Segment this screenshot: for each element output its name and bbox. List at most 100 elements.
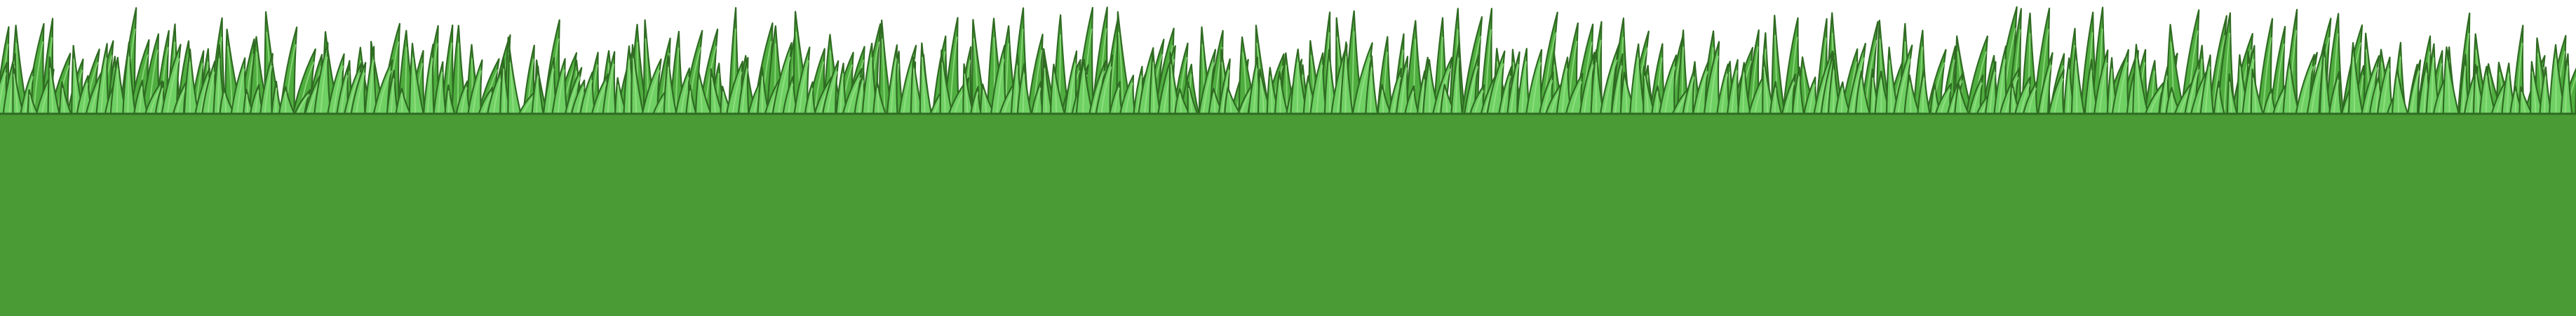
grass-blade bbox=[630, 44, 645, 117]
grass-blade bbox=[919, 42, 933, 117]
grass-blade-highlight bbox=[1492, 63, 1504, 113]
grass-blade-highlight bbox=[1785, 81, 1795, 113]
grass-blade bbox=[709, 68, 724, 117]
grass-blade-highlight bbox=[2187, 69, 2200, 113]
grass-blade bbox=[1340, 41, 1354, 117]
grass-blade-highlight bbox=[149, 87, 162, 113]
grass-blade-highlight bbox=[2544, 76, 2547, 113]
grass-blade-highlight bbox=[297, 94, 310, 113]
grass-blade-highlight bbox=[1053, 74, 1058, 113]
grass-blade-highlight bbox=[426, 58, 433, 113]
grass-blade-highlight bbox=[1202, 62, 1215, 113]
grass-blade-highlight bbox=[877, 88, 879, 113]
grass-blade-highlight bbox=[847, 77, 861, 113]
grass-blade-highlight bbox=[227, 46, 234, 113]
grass-blade-highlight bbox=[2075, 60, 2078, 113]
grass-blade bbox=[2047, 69, 2065, 117]
grass-blade-highlight bbox=[2041, 65, 2052, 113]
grass-blade bbox=[2347, 41, 2364, 117]
grass-blade-highlight bbox=[2475, 74, 2479, 113]
grass-blade-highlight bbox=[536, 75, 539, 113]
grass-blade-highlight bbox=[1614, 65, 1623, 113]
grass-blade-highlight bbox=[1044, 67, 1047, 113]
grass-blade-highlight bbox=[1763, 67, 1769, 113]
grass-blade-highlight bbox=[732, 71, 743, 113]
grass-blade-highlight bbox=[1344, 55, 1347, 113]
grass-blade bbox=[1506, 51, 1520, 117]
grass-blade-highlight bbox=[2028, 88, 2037, 113]
grass-blade-highlight bbox=[255, 90, 259, 113]
grass-blade-highlight bbox=[264, 65, 273, 113]
grass-blade-highlight bbox=[941, 62, 946, 113]
grass-blade-highlight bbox=[1187, 88, 1193, 113]
grass-blade-highlight bbox=[138, 86, 143, 113]
grass-blade bbox=[1187, 81, 1199, 117]
grass-blade-highlight bbox=[2136, 58, 2140, 113]
grass-blade-highlight bbox=[2067, 69, 2070, 113]
grass-blade bbox=[939, 49, 954, 117]
grass-blade-highlight bbox=[2410, 70, 2420, 113]
grass-blade-highlight bbox=[778, 56, 791, 113]
grass-blade-highlight bbox=[73, 58, 77, 113]
grass-blade bbox=[259, 53, 274, 117]
grass-blade bbox=[2199, 54, 2215, 117]
grass-blade-highlight bbox=[1170, 64, 1175, 113]
grass-blade-highlight bbox=[49, 67, 54, 113]
grass-blade-highlight bbox=[2382, 68, 2390, 113]
grass-blade-highlight bbox=[509, 62, 514, 113]
grass-blade-highlight bbox=[1179, 93, 1182, 113]
grass-blade-highlight bbox=[1260, 77, 1265, 113]
grass-blade-highlight bbox=[390, 79, 395, 113]
grass-blade-highlight bbox=[127, 56, 130, 113]
grass-blade-highlight bbox=[1400, 67, 1408, 113]
grass-blade-highlight bbox=[576, 86, 585, 113]
grass-blade-highlight bbox=[447, 90, 450, 113]
grass-blade bbox=[962, 63, 975, 117]
grass-blade-highlight bbox=[632, 58, 638, 113]
grass-blade-highlight bbox=[1603, 59, 1618, 113]
grass-blade bbox=[602, 51, 616, 117]
grass-blade-highlight bbox=[2267, 93, 2272, 113]
grass-blade-highlight bbox=[2262, 37, 2272, 113]
grass-blade-highlight bbox=[29, 94, 33, 113]
grass-blade-highlight bbox=[1092, 70, 1105, 113]
dirt-ground bbox=[0, 114, 2576, 316]
grass-blade-highlight bbox=[100, 57, 107, 113]
grass-blade-highlight bbox=[2375, 84, 2380, 113]
grass-blade-highlight bbox=[881, 38, 886, 113]
grass-blade bbox=[1525, 48, 1543, 117]
grass-blade-highlight bbox=[159, 88, 164, 113]
grass-blade-highlight bbox=[1774, 88, 1776, 113]
grass-blade-highlight bbox=[1357, 56, 1372, 113]
grass-blade-highlight bbox=[1809, 84, 1816, 113]
grass-blade-highlight bbox=[2252, 77, 2257, 113]
grass-blade-highlight bbox=[461, 87, 468, 113]
grass-blade-highlight bbox=[1686, 77, 1695, 113]
grass-blade bbox=[737, 57, 750, 117]
grass-blade-highlight bbox=[2423, 72, 2428, 113]
grass-blade-highlight bbox=[2462, 65, 2467, 113]
grass-blade-highlight bbox=[1474, 90, 1484, 113]
grass-blade-highlight bbox=[1998, 59, 2007, 113]
grass-blade-highlight bbox=[1941, 89, 1951, 113]
grass-blade-highlight bbox=[868, 57, 872, 113]
grass-blade-highlight bbox=[1351, 31, 1355, 113]
grass-blade bbox=[1682, 67, 1696, 117]
grass-blade bbox=[12, 63, 25, 117]
grass-blade-highlight bbox=[0, 72, 7, 107]
grass-blades-front bbox=[0, 41, 2573, 117]
grass-blade-highlight bbox=[912, 68, 917, 113]
grass-blade-highlight bbox=[858, 80, 864, 113]
grass-blade-highlight bbox=[1889, 60, 1892, 113]
grass-blade-highlight bbox=[348, 72, 361, 113]
grass-blade-highlight bbox=[983, 89, 987, 113]
grass-blade-highlight bbox=[557, 69, 565, 113]
grass-blade bbox=[183, 48, 200, 117]
grass-blade bbox=[1149, 48, 1161, 117]
grass-blade bbox=[507, 49, 522, 117]
grass-blade-highlight bbox=[2217, 87, 2220, 113]
grass-blade-highlight bbox=[356, 72, 365, 113]
grass-blade-highlight bbox=[1872, 77, 1875, 113]
